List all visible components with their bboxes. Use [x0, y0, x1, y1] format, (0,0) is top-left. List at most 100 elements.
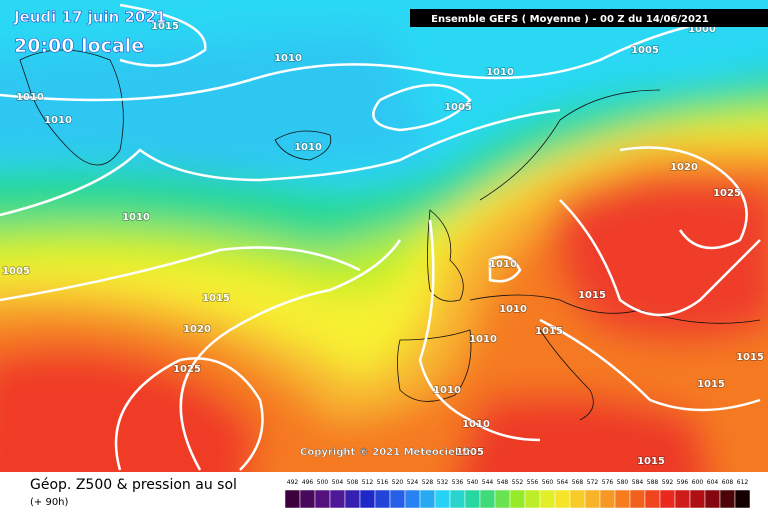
- scale-label: 544: [482, 479, 494, 486]
- scale-label: 560: [542, 479, 554, 486]
- isobar-label: 1020: [183, 324, 211, 335]
- scale-label: 520: [392, 479, 404, 486]
- coastlines: [19, 49, 761, 421]
- color-scale: 492 496 500 504 508 512 516 520 524 528 532 536 540 5…: [284, 479, 751, 509]
- scale-label: 576: [602, 479, 614, 486]
- scale-label: 612: [737, 479, 749, 486]
- scale-swatch: [464, 489, 481, 509]
- scale-label: 568: [572, 479, 584, 486]
- model-run: Ensemble GEFS ( Moyenne ) - 00 Z du 14/0…: [431, 14, 709, 25]
- isobar-label: 1020: [670, 162, 698, 173]
- scale-swatch: [479, 489, 496, 509]
- scale-swatch: [389, 489, 406, 509]
- isobar-label: 1025: [713, 188, 741, 199]
- isobar-label: 1010: [499, 304, 527, 315]
- scale-label: 564: [557, 479, 569, 486]
- scale-label: 516: [377, 479, 389, 486]
- scale-label: 596: [677, 479, 689, 486]
- isobar-label: 1015: [535, 326, 563, 337]
- scale-label: 580: [617, 479, 629, 486]
- scale-label: 572: [587, 479, 599, 486]
- scale-swatch: [449, 489, 466, 509]
- scale-swatch: [734, 489, 751, 509]
- isobar-label: 1010: [274, 53, 302, 64]
- scale-swatch: [329, 489, 346, 509]
- forecast-date: Jeudi 17 juin 2021: [13, 8, 166, 26]
- isobar-label: 1015: [637, 456, 665, 467]
- isobar-label: 1015: [578, 290, 606, 301]
- scale-swatch: [539, 489, 556, 509]
- scale-swatch: [674, 489, 691, 509]
- isobar-label: 1010: [486, 67, 514, 78]
- scale-swatch: [644, 489, 661, 509]
- scale-swatch: [404, 489, 421, 509]
- isobar-label: 1010: [469, 334, 497, 345]
- isobar-label: 1010: [433, 385, 461, 396]
- scale-label: 492: [287, 479, 299, 486]
- isobar-label: 1005: [631, 45, 659, 56]
- isobar-label: 1010: [122, 212, 150, 223]
- legend-title: Géop. Z500 & pression au sol: [30, 477, 237, 493]
- isobar-label: 1010: [294, 142, 322, 153]
- scale-label: 592: [662, 479, 674, 486]
- isobar-label: 1010: [16, 92, 44, 103]
- isobar-label: 1010: [44, 115, 72, 126]
- scale-swatch: [344, 489, 361, 509]
- scale-swatch: [374, 489, 391, 509]
- scale-label: 540: [467, 479, 479, 486]
- scale-label: 584: [632, 479, 644, 486]
- scale-label: 496: [302, 479, 314, 486]
- scale-swatch: [419, 489, 436, 509]
- scale-swatch: [509, 489, 526, 509]
- scale-swatch: [599, 489, 616, 509]
- scale-label: 588: [647, 479, 659, 486]
- isobar-label: 1015: [151, 21, 179, 32]
- scale-swatch: [494, 489, 511, 509]
- isobar-label: 1005: [456, 447, 484, 458]
- isobars: [0, 3, 761, 471]
- scale-swatch: [554, 489, 571, 509]
- scale-label: 528: [422, 479, 434, 486]
- lead-time: (+ 90h): [30, 497, 69, 508]
- isobar-label: 1005: [444, 102, 472, 113]
- scale-swatch: [524, 489, 541, 509]
- scale-swatch: [689, 489, 706, 509]
- isobar-label: 1010: [462, 419, 490, 430]
- scale-label: 548: [497, 479, 509, 486]
- scale-swatch: [584, 489, 601, 509]
- scale-label: 608: [722, 479, 734, 486]
- scale-label: 504: [332, 479, 344, 486]
- scale-swatch: [569, 489, 586, 509]
- scale-label: 500: [317, 479, 329, 486]
- isobar-label: 1010: [489, 259, 517, 270]
- isobar-labels: 1015 1010 1010 1005 1000 1005 1010 1010 …: [1, 20, 764, 468]
- scale-swatch: [359, 489, 376, 509]
- isobar-label: 1005: [2, 266, 30, 277]
- scale-label: 536: [452, 479, 464, 486]
- scale-label: 532: [437, 479, 449, 486]
- scale-label: 512: [362, 479, 374, 486]
- scale-label: 556: [527, 479, 539, 486]
- scale-swatch: [614, 489, 631, 509]
- isobar-label: 1015: [202, 293, 230, 304]
- scale-label: 508: [347, 479, 359, 486]
- isobar-label: 1025: [173, 364, 201, 375]
- scale-swatch: [299, 489, 316, 509]
- forecast-time: 20:00 locale: [14, 35, 144, 57]
- scale-label: 524: [407, 479, 419, 486]
- isobar-label: 1015: [697, 379, 725, 390]
- scale-swatch: [314, 489, 331, 509]
- isobar-label: 1015: [736, 352, 764, 363]
- model-banner: [410, 9, 768, 27]
- scale-swatch: [284, 489, 301, 509]
- scale-swatch: [629, 489, 646, 509]
- scale-label: 604: [707, 479, 719, 486]
- scale-swatch: [704, 489, 721, 509]
- scale-swatch: [719, 489, 736, 509]
- copyright: Copyright © 2021 Meteociel.fr: [300, 447, 471, 458]
- scale-label: 600: [692, 479, 704, 486]
- scale-swatch: [434, 489, 451, 509]
- scale-swatch: [659, 489, 676, 509]
